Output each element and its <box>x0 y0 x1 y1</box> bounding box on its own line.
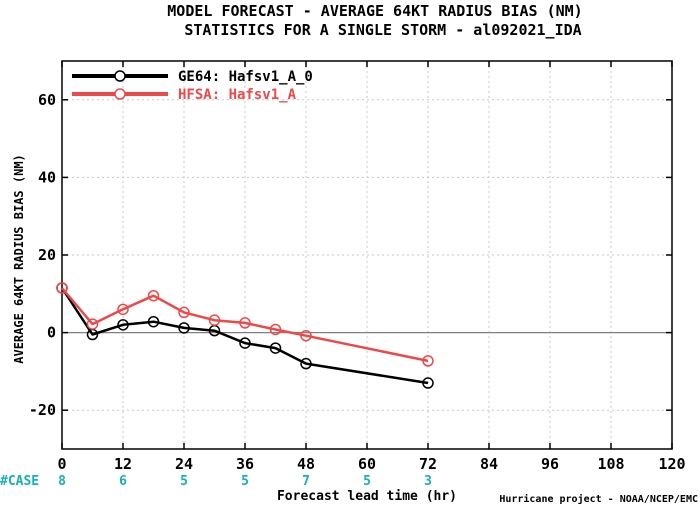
x-tick-label: 84 <box>480 455 498 473</box>
chart-title-line2: STATISTICS FOR A SINGLE STORM - al092021… <box>184 21 581 39</box>
credit-text: Hurricane project - NOAA/NCEP/EMC <box>499 493 698 505</box>
case-count: 8 <box>58 474 66 489</box>
data-point <box>86 318 99 330</box>
series-line <box>60 287 429 385</box>
legend-swatch-marker <box>114 88 126 100</box>
x-tick-label: 36 <box>236 455 254 473</box>
case-count: 6 <box>119 474 127 489</box>
case-label: #CASE <box>0 474 39 489</box>
x-tick-label: 0 <box>57 455 66 473</box>
axis-ticks: 0 12 24 36 48 60 72 84 96 108 120 -20 0 20 40 60 <box>29 61 686 473</box>
y-tick-label: 0 <box>47 324 56 342</box>
series-lines <box>56 282 434 389</box>
x-tick-label: 120 <box>658 455 685 473</box>
x-tick-label: 12 <box>114 455 132 473</box>
y-axis-label: AVERAGE 64KT RADIUS BIAS (NM) <box>12 154 26 364</box>
legend: GE64: Hafsv1_A_0 HFSA: Hafsv1_A <box>72 69 313 103</box>
legend-label: GE64: Hafsv1_A_0 <box>178 69 313 85</box>
data-point <box>239 337 251 349</box>
data-point <box>239 317 251 329</box>
grid <box>62 61 672 449</box>
x-tick-label: 48 <box>297 455 315 473</box>
data-point <box>178 306 190 319</box>
x-tick-label: 24 <box>175 455 193 473</box>
x-tick-label: 60 <box>358 455 376 473</box>
x-axis-label: Forecast lead time (hr) <box>277 489 457 504</box>
data-point <box>300 357 312 370</box>
legend-swatch-marker <box>114 70 126 82</box>
data-point <box>422 377 434 389</box>
data-point <box>269 323 282 336</box>
legend-item-1: GE64: Hafsv1_A_0 <box>72 69 313 85</box>
y-tick-label: 40 <box>38 168 56 186</box>
data-point <box>117 319 129 331</box>
series-2 <box>56 282 434 367</box>
legend-label: HFSA: Hafsv1_A <box>178 87 297 103</box>
data-point <box>422 355 434 367</box>
y-tick-label: 20 <box>38 246 56 264</box>
chart-title-line1: MODEL FORECAST - AVERAGE 64KT RADIUS BIA… <box>167 2 582 20</box>
data-point <box>147 289 160 302</box>
data-point <box>56 282 68 294</box>
case-count: 7 <box>302 474 310 489</box>
case-count-row: #CASE 8 6 5 5 7 5 3 <box>0 474 432 489</box>
data-point <box>300 329 312 342</box>
x-tick-label: 72 <box>419 455 437 473</box>
case-count: 3 <box>424 474 432 489</box>
data-point <box>269 342 282 354</box>
case-count: 5 <box>241 474 249 489</box>
data-point <box>178 322 190 334</box>
y-tick-label: -20 <box>29 401 56 419</box>
data-point <box>117 303 129 316</box>
case-count: 5 <box>363 474 371 489</box>
x-tick-label: 108 <box>597 455 624 473</box>
case-count: 5 <box>180 474 188 489</box>
data-point <box>147 315 160 328</box>
series-line <box>61 287 429 363</box>
x-tick-label: 96 <box>541 455 559 473</box>
y-tick-label: 60 <box>38 91 56 109</box>
data-point <box>208 314 221 326</box>
legend-item-2: HFSA: Hafsv1_A <box>72 87 297 103</box>
